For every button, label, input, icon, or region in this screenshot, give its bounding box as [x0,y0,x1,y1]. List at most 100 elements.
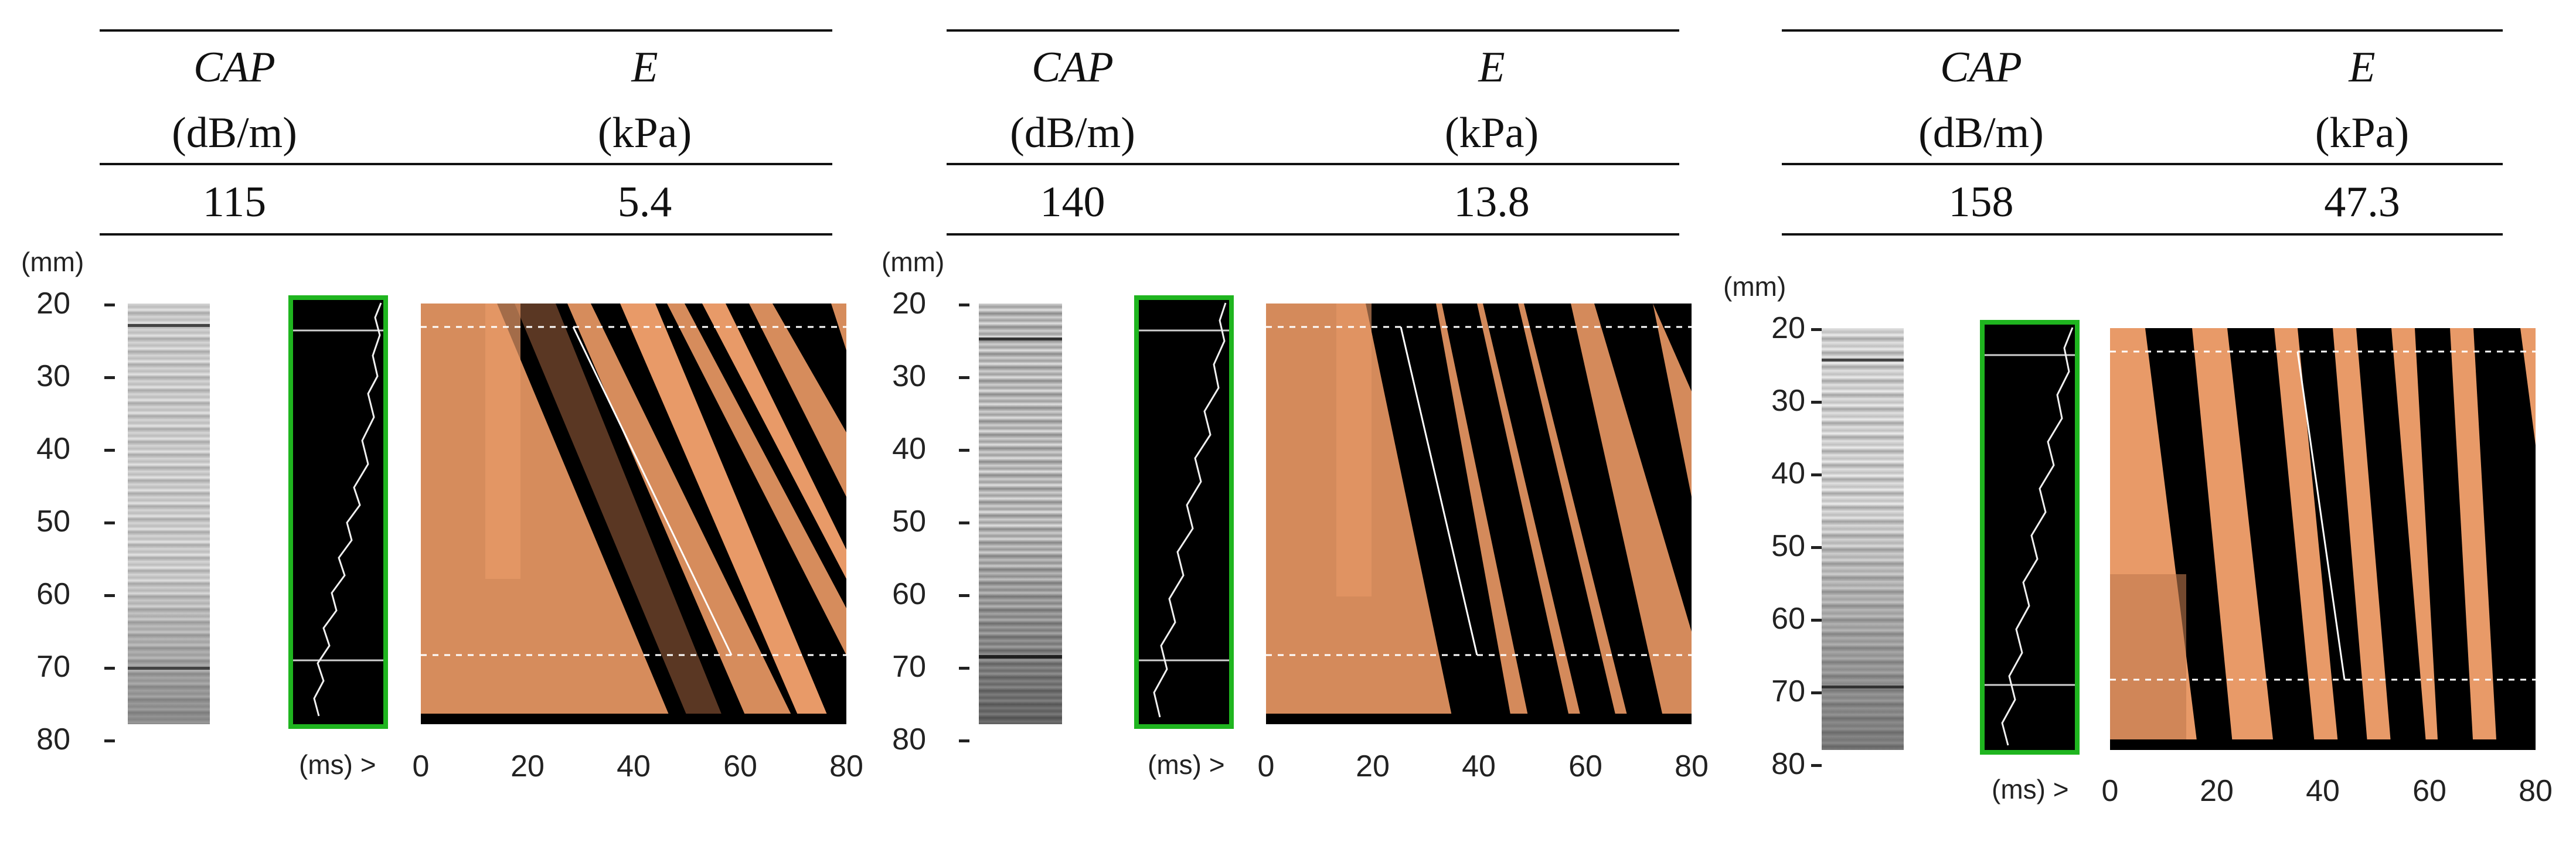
depth-tick-mark [104,521,115,524]
depth-tick: 80 [1771,747,1805,781]
cap-unit: (dB/m) [1918,109,2044,157]
e-unit: (kPa) [597,109,692,157]
panel-3: CAP E (dB/m) (kPa) 158 47.3 (mm) 20 30 4… [1723,0,2576,849]
time-unit: (ms) > [1148,749,1225,780]
cap-value: 140 [1040,178,1105,226]
shear-wave-elastogram [1266,304,1692,724]
depth-unit: (mm) [21,247,84,277]
time-tick: 0 [1257,749,1275,783]
depth-tick-mark [959,521,969,524]
time-tick: 0 [412,749,430,783]
a-line-trace-box [288,295,388,729]
e-unit: (kPa) [1444,109,1539,157]
fibroscan-view-2: (mm) 20 30 40 50 60 70 80 [862,234,1723,849]
depth-tick: 20 [892,287,926,320]
depth-tick-mark [959,304,969,306]
table-bottom-rule [100,233,832,236]
elastogram-image [421,304,846,724]
elastogram-image [2110,328,2536,750]
cap-label: CAP [1032,43,1114,91]
cap-label: CAP [1940,43,2022,91]
depth-tick-mark [959,449,969,452]
m-mode-shading [1822,504,1904,750]
depth-tick-mark [1811,473,1822,476]
table-mid-rule [100,163,832,165]
depth-tick-mark [1811,328,1822,331]
time-tick: 0 [2101,774,2119,808]
time-unit: (ms) > [1992,774,2069,804]
depth-tick-mark [959,739,969,742]
depth-tick-mark [1811,691,1822,694]
depth-tick: 60 [36,577,70,611]
table-top-rule [1782,29,2503,32]
depth-tick-mark [104,376,115,379]
depth-tick-mark [1811,546,1822,549]
e-unit: (kPa) [2315,109,2410,157]
panel-2: CAP E (dB/m) (kPa) 140 13.8 (mm) 20 30 4… [862,0,1723,849]
time-tick: 60 [723,749,757,783]
a-line-trace [1985,327,2075,746]
cap-value: 115 [202,178,267,226]
time-tick: 20 [511,749,545,783]
time-tick: 80 [2519,774,2553,808]
table-top-rule [947,29,1679,32]
time-tick: 40 [1462,749,1496,783]
cap-unit: (dB/m) [1010,109,1135,157]
m-mode-shading [128,573,210,724]
cap-value: 158 [1948,178,2014,226]
a-line-trace-box [1980,320,2080,755]
shear-wave-elastogram [421,304,846,724]
table-mid-rule [1782,163,2503,165]
measurement-table-2: CAP E (dB/m) (kPa) 140 13.8 [947,29,1679,240]
depth-unit: (mm) [882,247,945,277]
depth-tick: 30 [892,359,926,393]
table-mid-rule [947,163,1679,165]
m-mode-marker-line [128,324,210,327]
fibroscan-view-1: (mm) 20 30 40 50 60 70 80 [0,234,863,849]
time-tick: 60 [1568,749,1602,783]
depth-tick: 50 [36,504,70,538]
shear-wave-elastogram [2110,328,2536,750]
table-top-rule [100,29,832,32]
depth-tick-mark [104,594,115,597]
time-tick: 40 [2306,774,2340,808]
time-tick: 20 [1356,749,1390,783]
depth-tick: 40 [36,432,70,466]
depth-tick: 80 [892,722,926,756]
time-tick: 60 [2412,774,2446,808]
depth-tick-mark [1811,401,1822,404]
measurement-table-1: CAP E (dB/m) (kPa) 115 5.4 [100,29,832,240]
depth-tick: 70 [892,650,926,684]
depth-tick: 20 [1771,311,1805,345]
a-line-trace [293,302,383,717]
m-mode-marker-line [979,337,1062,340]
time-tick: 20 [2200,774,2234,808]
depth-tick: 70 [36,650,70,684]
time-tick: 40 [617,749,651,783]
depth-tick-mark [959,594,969,597]
e-label: E [631,43,658,91]
fibroscan-view-3: (mm) 20 30 40 50 60 70 80 [1723,258,2576,849]
depth-tick: 60 [892,577,926,611]
measurement-table-3: CAP E (dB/m) (kPa) 158 47.3 [1782,29,2503,240]
time-tick: 80 [829,749,863,783]
table-bottom-rule [947,233,1679,236]
depth-tick: 30 [1771,384,1805,418]
e-value: 13.8 [1454,178,1530,226]
e-value: 47.3 [2324,178,2400,226]
depth-tick: 40 [892,432,926,466]
depth-tick: 50 [1771,529,1805,563]
depth-tick-mark [104,449,115,452]
depth-tick-mark [1811,764,1822,767]
a-line-trace-box [1134,295,1234,729]
cap-label: CAP [193,43,275,91]
depth-tick-mark [104,739,115,742]
depth-tick-mark [104,304,115,306]
depth-tick: 70 [1771,674,1805,708]
m-mode-shading [979,526,1062,724]
depth-tick: 60 [1771,602,1805,636]
time-unit: (ms) > [299,749,376,780]
elastogram-image [1266,304,1692,724]
e-label: E [1478,43,1505,91]
depth-tick: 50 [892,504,926,538]
